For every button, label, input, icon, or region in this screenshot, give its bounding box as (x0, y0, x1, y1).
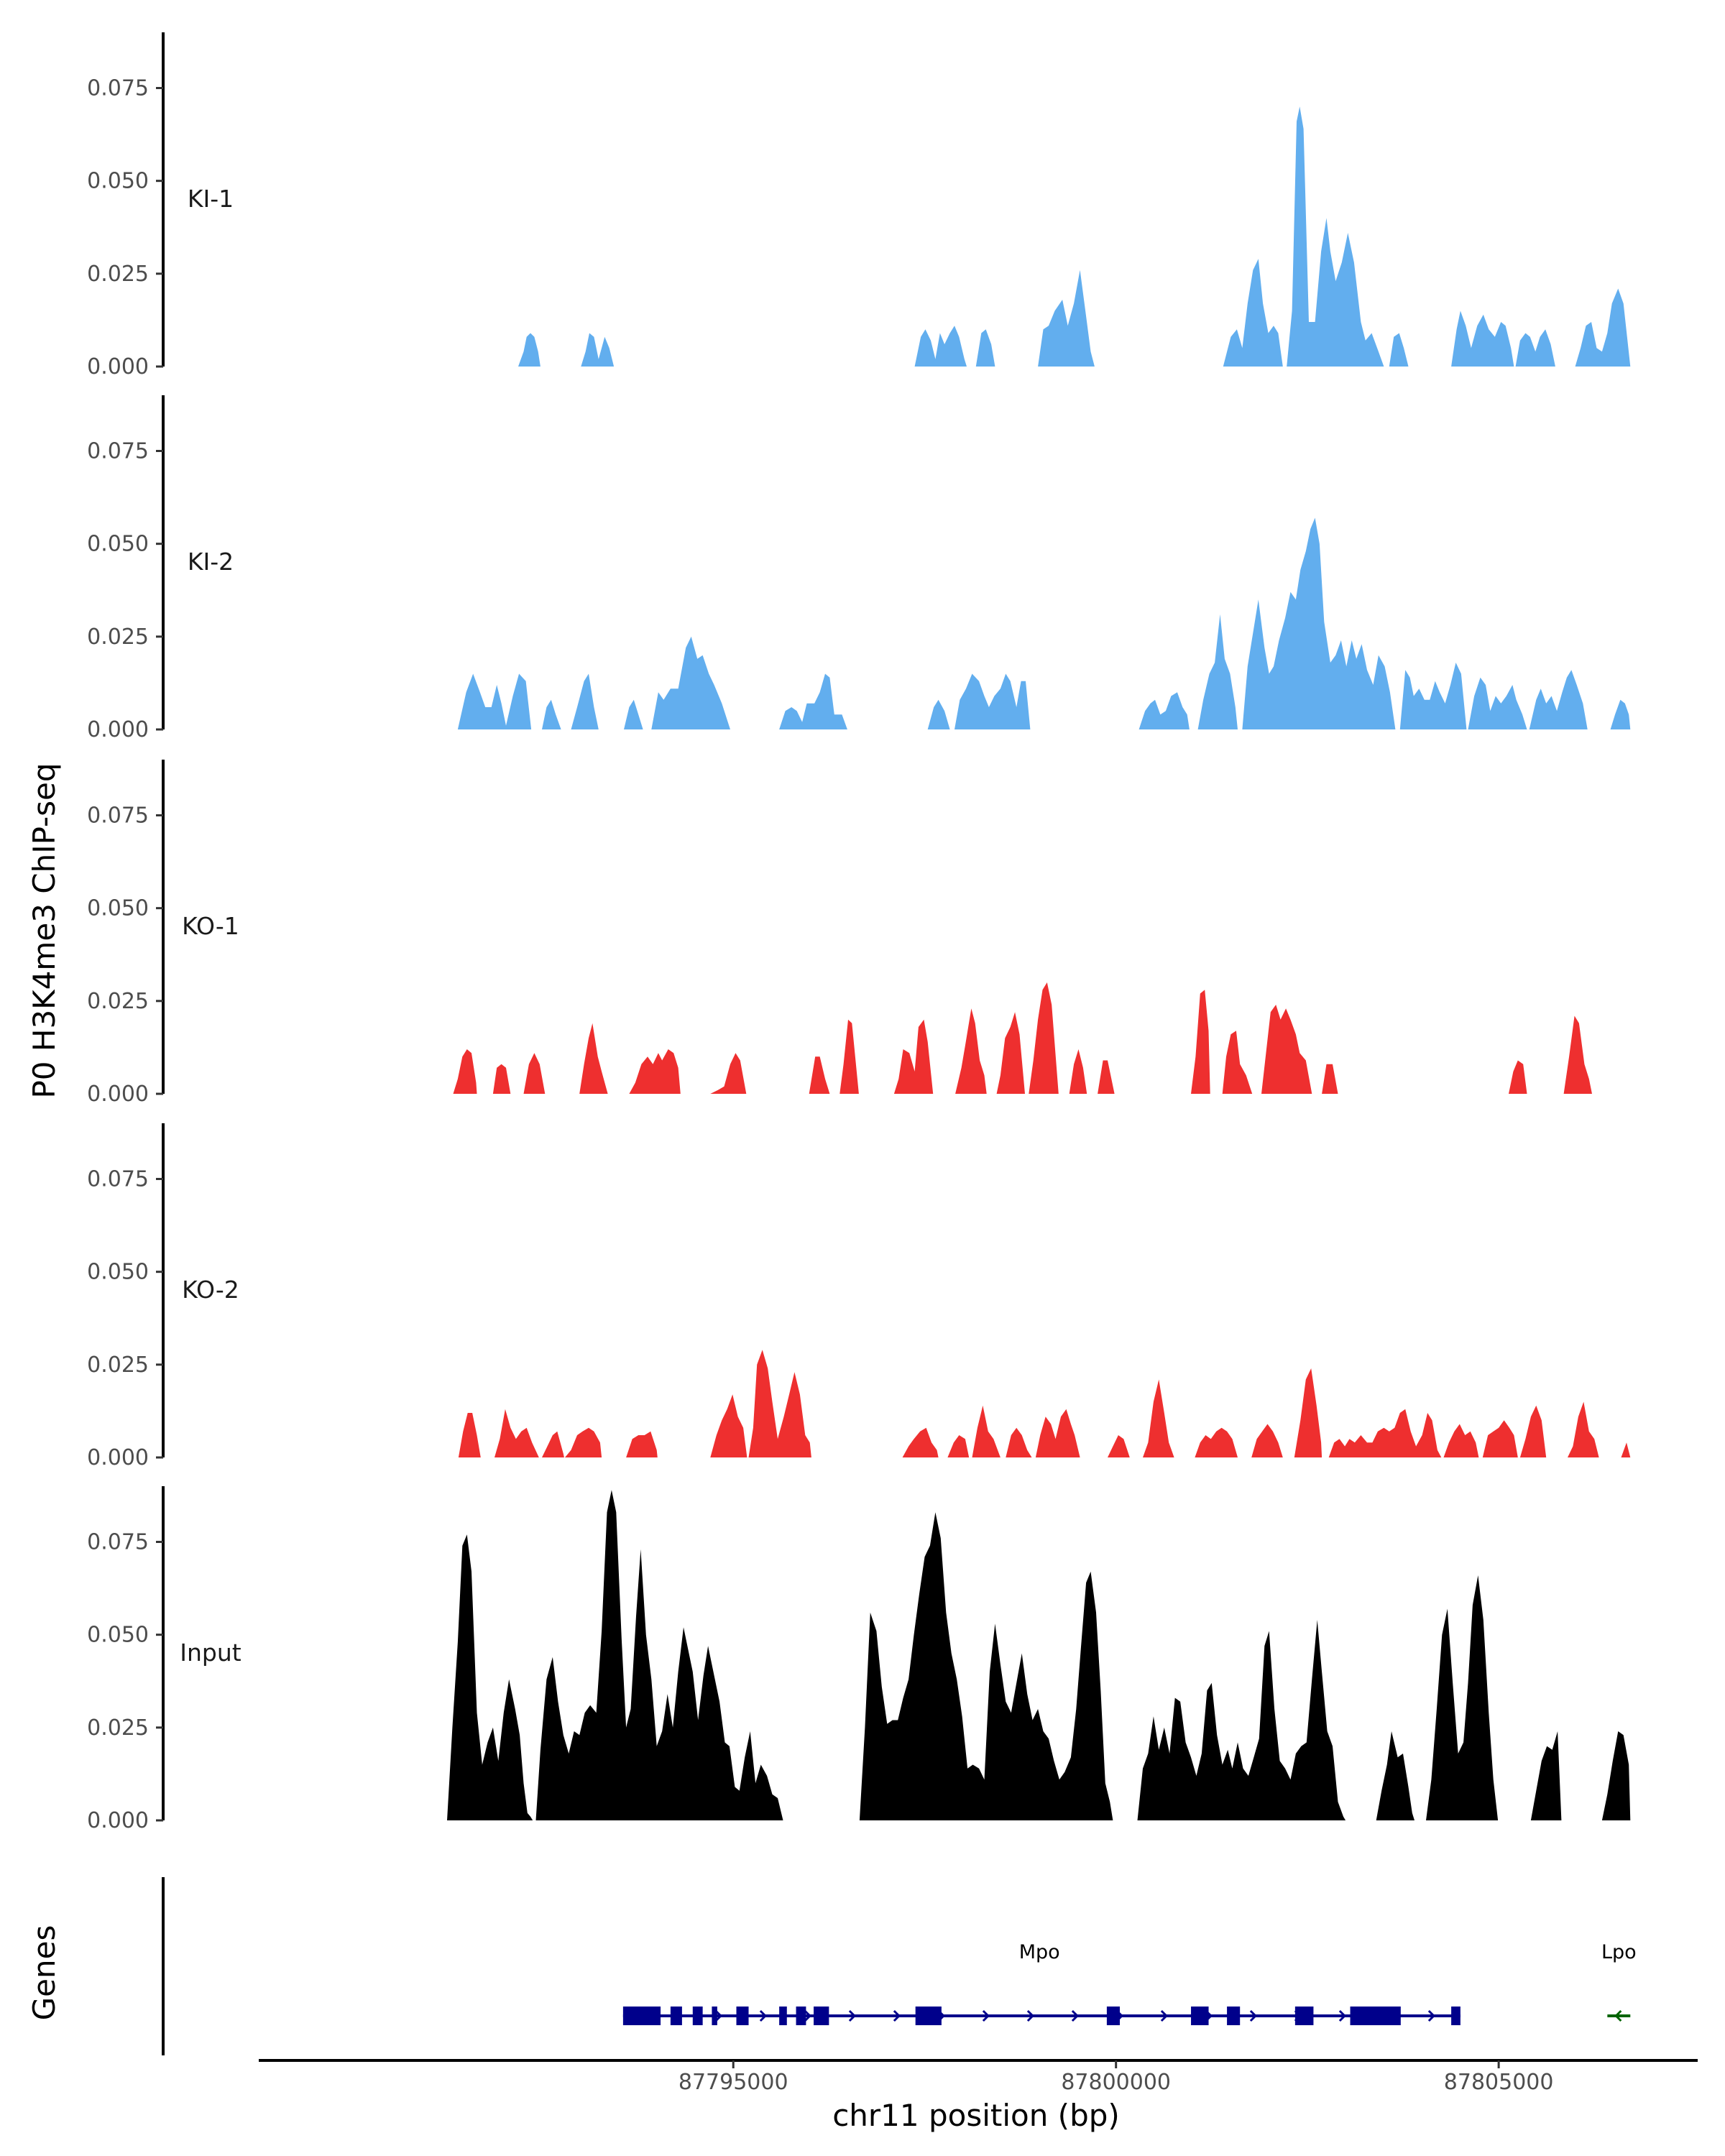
strand-chevron (848, 2009, 857, 2022)
track-label: KO-2 (182, 1276, 239, 1304)
strand-chevron (1160, 2009, 1169, 2022)
y-tick-label: 0.075 (87, 1530, 149, 1555)
strand-chevron (714, 2009, 723, 2022)
y-tick-label: 0.000 (87, 717, 149, 742)
y-tick-label: 0.050 (87, 532, 149, 557)
track-input: 0.000 0.025 0.050 0.075 Input (87, 1486, 1631, 1833)
gene-lpo: Lpo (1601, 1941, 1637, 2022)
exon (622, 2007, 661, 2025)
gene-label: Lpo (1601, 1941, 1637, 1963)
gene-label: Mpo (1019, 1941, 1060, 1963)
y-tick-label: 0.025 (87, 989, 149, 1014)
y-tick-label: 0.000 (87, 1808, 149, 1833)
strand-chevron (893, 2009, 901, 2022)
y-tick-label: 0.000 (87, 354, 149, 379)
x-tick-label: 87795000 (678, 2070, 788, 2095)
signal-area-ko-1 (453, 982, 1592, 1094)
exon (670, 2007, 682, 2025)
y-tick-label: 0.025 (87, 1715, 149, 1741)
strand-chevron (982, 2009, 990, 2022)
y-tick-label: 0.025 (87, 262, 149, 287)
exon (796, 2007, 806, 2025)
exon (712, 2007, 717, 2025)
strand-chevron (804, 2009, 812, 2022)
exon (915, 2007, 942, 2025)
gene-mpo: Mpo (622, 1941, 1460, 2025)
x-tick-label: 87800000 (1061, 2070, 1171, 2095)
signal-area-input (447, 1490, 1631, 1820)
strand-chevron (759, 2009, 768, 2022)
y-tick-label: 0.075 (87, 76, 149, 101)
y-tick-label: 0.075 (87, 803, 149, 829)
strand-chevron (1249, 2009, 1258, 2022)
track-ki-2: 0.000 0.025 0.050 0.075 KI-2 (87, 395, 1631, 742)
exon (1227, 2007, 1241, 2025)
genes-panel: Mpo Lpo (162, 1877, 1637, 2055)
strand-chevron (1338, 2009, 1347, 2022)
exon (1106, 2007, 1121, 2025)
exon (1350, 2007, 1401, 2025)
track-ko-1: 0.000 0.025 0.050 0.075 KO-1 (87, 760, 1592, 1107)
exon (779, 2007, 787, 2025)
track-label: Input (180, 1639, 242, 1667)
exon (1191, 2007, 1209, 2025)
x-axis: 87795000 87800000 87805000 (259, 2059, 1698, 2095)
track-label: KI-2 (188, 548, 234, 576)
exon (1451, 2007, 1460, 2025)
track-label: KO-1 (182, 912, 239, 940)
track-ki-1: 0.000 0.025 0.050 0.075 KI-1 (87, 32, 1631, 379)
genes-axis-title: Genes (27, 1925, 62, 2021)
y-tick-label: 0.050 (87, 1260, 149, 1285)
track-ko-2: 0.000 0.025 0.050 0.075 KO-2 (87, 1123, 1631, 1470)
y-tick-label: 0.000 (87, 1445, 149, 1470)
strand-chevron (1427, 2009, 1436, 2022)
strand-chevron (1071, 2009, 1080, 2022)
exon (692, 2007, 703, 2025)
track-label: KI-1 (188, 185, 234, 213)
strand-chevron (1026, 2009, 1035, 2022)
y-tick-label: 0.000 (87, 1082, 149, 1107)
y-tick-label: 0.025 (87, 1353, 149, 1378)
exon (1294, 2007, 1314, 2025)
exon (814, 2007, 829, 2025)
signal-area-ki-1 (518, 106, 1631, 367)
y-axis-title: P0 H3K4me3 ChIP-seq (27, 763, 62, 1098)
x-tick-label: 87805000 (1444, 2070, 1554, 2095)
y-tick-label: 0.050 (87, 169, 149, 194)
x-axis-title: chr11 position (bp) (832, 2098, 1120, 2133)
y-tick-label: 0.075 (87, 439, 149, 464)
signal-area-ki-2 (457, 517, 1631, 729)
exon (736, 2007, 749, 2025)
y-tick-label: 0.025 (87, 625, 149, 650)
strand-chevron (1614, 2009, 1622, 2022)
y-tick-label: 0.050 (87, 896, 149, 921)
signal-area-ko-2 (458, 1350, 1631, 1457)
track-panels: 0.0000.0250.0500.075KI-10.0000.0250.0500… (87, 32, 1631, 1833)
y-tick-label: 0.050 (87, 1623, 149, 1648)
y-tick-label: 0.075 (87, 1167, 149, 1192)
